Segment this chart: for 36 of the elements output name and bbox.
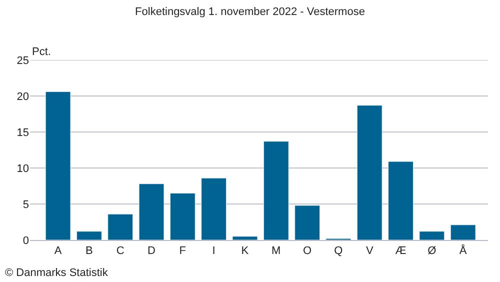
bar — [170, 192, 196, 240]
y-tick-label: 0 — [22, 234, 29, 247]
y-tick-label: 20 — [16, 90, 29, 103]
x-tick-label: O — [303, 245, 312, 258]
bar — [450, 224, 476, 240]
x-tick-label: B — [86, 245, 93, 258]
chart-title: Folketingsvalg 1. november 2022 - Vestermose — [135, 6, 365, 18]
y-tick-label: 25 — [16, 54, 29, 67]
bar — [232, 236, 258, 240]
y-tick-label: 15 — [16, 126, 29, 139]
x-tick-label: A — [54, 245, 62, 258]
y-axis-title: Pct. — [32, 46, 51, 58]
y-tick-label: 10 — [16, 162, 29, 175]
bar — [201, 178, 227, 240]
x-tick-label: D — [148, 245, 156, 258]
bar — [108, 214, 134, 240]
bar — [76, 231, 102, 240]
x-tick-label: Q — [334, 245, 344, 258]
x-tick-label: V — [366, 245, 374, 258]
x-tick-label: C — [116, 245, 124, 258]
bar — [294, 205, 320, 240]
text: © Danmarks Statistik — [5, 267, 108, 279]
x-tick-label: Ø — [428, 245, 437, 258]
x-tick-label: I — [212, 245, 216, 258]
bar — [356, 105, 382, 240]
x-tick-label: M — [272, 245, 281, 258]
bar — [388, 161, 414, 240]
x-tick-label: F — [179, 245, 186, 258]
bar — [419, 231, 445, 240]
bar — [138, 184, 164, 240]
bar — [45, 91, 71, 240]
x-tick-label: Å — [459, 244, 468, 258]
x-tick-label: K — [241, 245, 250, 258]
x-tick-label: Æ — [395, 245, 406, 258]
bar — [263, 141, 289, 240]
y-tick-label: 5 — [22, 198, 29, 211]
